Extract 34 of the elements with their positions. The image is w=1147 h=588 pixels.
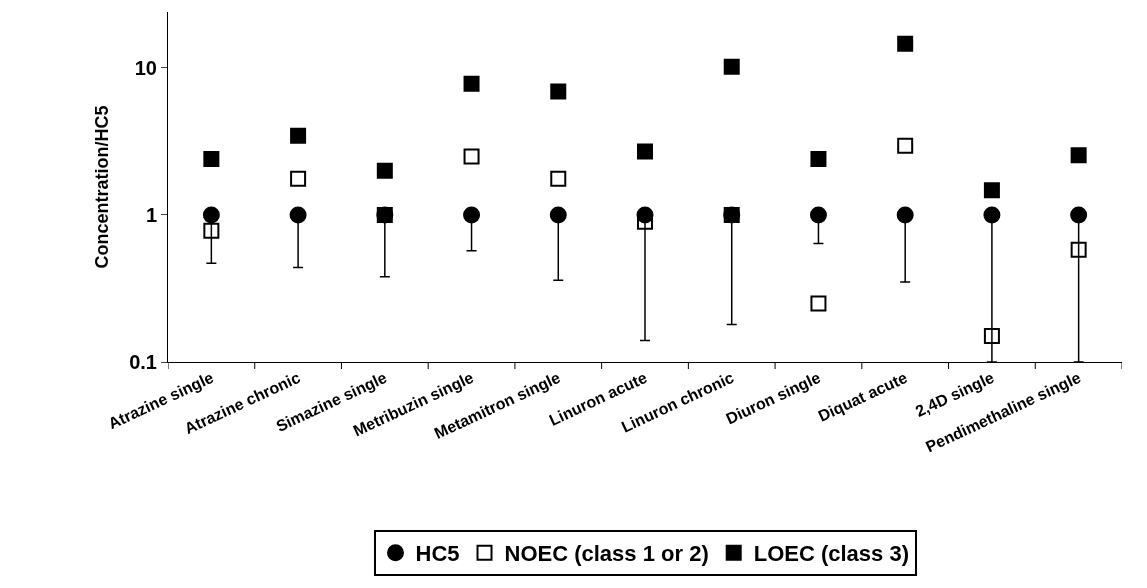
point (290, 127, 307, 144)
point (1070, 206, 1088, 224)
point (463, 75, 480, 92)
point (810, 151, 827, 168)
point (897, 137, 914, 154)
point (983, 328, 1000, 345)
point (550, 83, 567, 100)
legend-label: HC5 (415, 541, 460, 567)
point (810, 295, 827, 312)
y-axis-title: Concentration/HC5 (92, 105, 113, 269)
point (897, 35, 914, 52)
y-tick-label: 0.1 (129, 351, 157, 373)
point (289, 206, 307, 224)
point (463, 206, 481, 224)
point (1070, 241, 1087, 258)
point (550, 170, 567, 187)
point (203, 151, 220, 168)
point (809, 206, 827, 224)
point (203, 222, 220, 239)
point (376, 162, 393, 179)
point (549, 206, 567, 224)
point (983, 182, 1000, 199)
legend-label: NOEC (class 1 or 2) (504, 541, 709, 567)
legend-label: LOEC (class 3) (753, 541, 909, 567)
point (463, 148, 480, 165)
point (983, 206, 1001, 224)
point (637, 143, 653, 160)
point (202, 206, 220, 224)
point (290, 170, 307, 187)
point (723, 58, 740, 75)
y-tick-label: 10 (134, 56, 157, 79)
point (1070, 147, 1087, 164)
point (896, 206, 914, 224)
y-tick-label: 1 (145, 203, 157, 226)
